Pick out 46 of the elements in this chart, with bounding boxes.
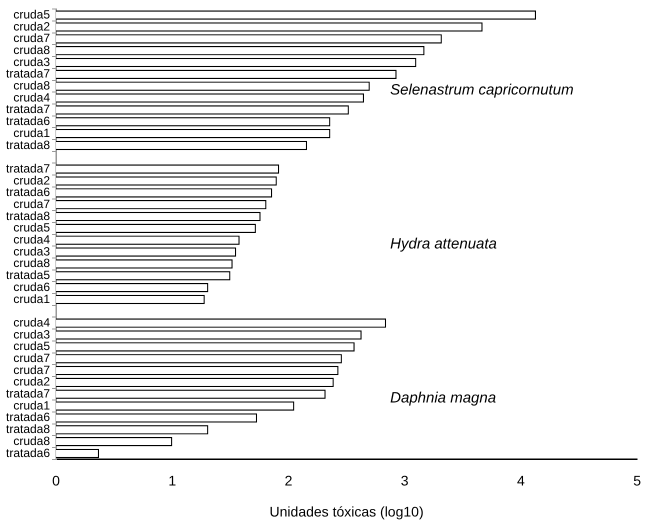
y-tick-label: cruda8 (13, 434, 50, 448)
y-tick-label: cruda8 (13, 256, 50, 270)
y-tick-label: cruda3 (13, 54, 50, 69)
y-tick-label: cruda8 (13, 78, 50, 93)
y-tick-label: tratada8 (6, 208, 50, 223)
y-tick-label: cruda4 (13, 315, 50, 330)
y-tick-label: cruda7 (13, 351, 50, 366)
y-tick-label: cruda1 (13, 398, 50, 412)
y-tick-label: cruda7 (13, 196, 50, 211)
y-tick-label: cruda5 (13, 339, 50, 354)
y-tick-label: tratada8 (6, 422, 50, 436)
y-tick-label: cruda6 (13, 280, 50, 294)
y-tick-label: tratada7 (6, 386, 50, 401)
x-tick-label: 2 (284, 472, 293, 489)
y-tick-label: tratada6 (6, 446, 50, 460)
y-tick-label: tratada7 (6, 161, 50, 176)
annotation: Hydra attenuata (390, 235, 497, 252)
y-tick-label: cruda3 (13, 244, 50, 258)
annotation: Selenastrum capricornutum (390, 81, 574, 98)
y-tick-label: cruda4 (13, 232, 50, 247)
y-tick-label: cruda7 (13, 362, 50, 377)
x-axis-title: Unidades tóxicas (log10) (270, 503, 424, 520)
x-tick-label: 1 (168, 472, 176, 489)
y-tick-label: tratada6 (6, 410, 50, 424)
y-tick-label: cruda2 (13, 173, 50, 188)
y-tick-label: cruda8 (13, 42, 50, 57)
x-tick-label: 3 (400, 472, 409, 489)
y-tick-label: cruda1 (13, 126, 50, 140)
y-tick-label: cruda7 (13, 31, 50, 46)
y-tick-label: cruda2 (13, 374, 50, 389)
x-tick-label: 0 (52, 472, 60, 489)
y-tick-label: cruda1 (13, 292, 50, 306)
y-tick-label: tratada7 (6, 66, 50, 81)
y-tick-label: cruda5 (13, 220, 50, 235)
y-tick-label: tratada7 (6, 102, 50, 116)
y-tick-label: tratada6 (6, 185, 50, 200)
y-tick-label: cruda5 (13, 7, 50, 22)
y-tick-label: cruda3 (13, 327, 50, 342)
y-tick-label: tratada6 (6, 114, 50, 128)
annotation: Daphnia magna (390, 389, 496, 406)
x-tick-label: 5 (633, 472, 642, 489)
y-tick-label: tratada5 (6, 268, 50, 282)
y-tick-label: cruda2 (13, 19, 50, 34)
y-tick-label: cruda4 (13, 90, 50, 104)
y-tick-label: tratada8 (6, 138, 50, 152)
x-tick-label: 4 (516, 472, 525, 489)
